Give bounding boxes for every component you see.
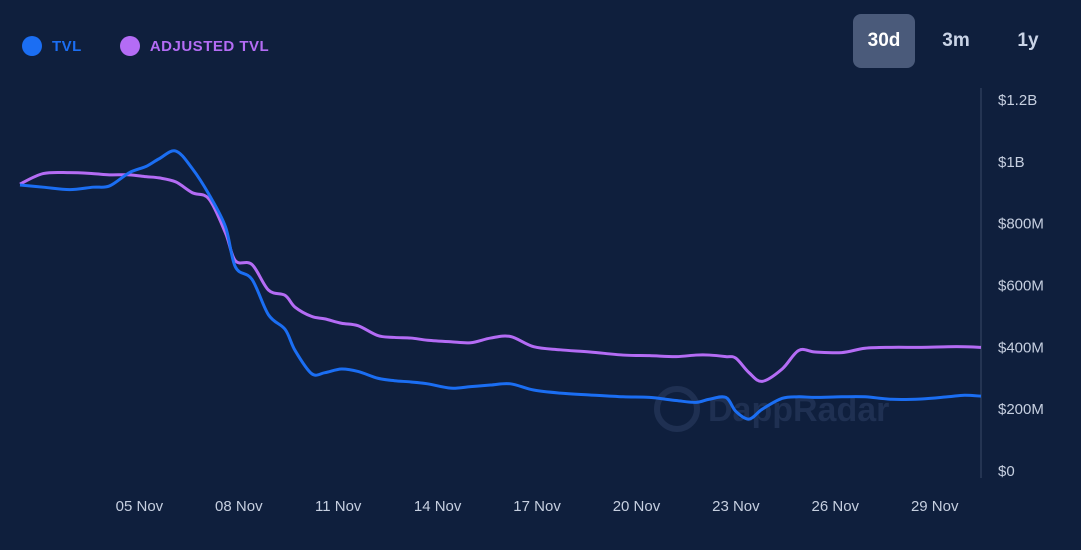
legend-dot-adjusted-tvl xyxy=(119,36,140,56)
x-tick-label: 05 Nov xyxy=(116,498,164,515)
y-tick-label: $0 xyxy=(998,463,1015,480)
legend-dot-tvl xyxy=(22,36,42,56)
x-axis-ticks: 05 Nov 08 Nov 11 Nov 14 Nov 17 Nov 20 Nov 23 N… xyxy=(116,498,959,515)
y-tick-label: $1.2B xyxy=(998,92,1037,109)
y-tick-label: $200M xyxy=(998,401,1044,418)
dappradar-logo-icon xyxy=(654,386,700,432)
legend-label-tvl: TVL xyxy=(52,37,82,55)
time-range-selector: 30d 3m 1y xyxy=(853,14,1059,68)
y-tick-label: $400M xyxy=(998,339,1044,356)
y-tick-label: $800M xyxy=(998,216,1044,233)
legend-item-adjusted-tvl[interactable]: ADJUSTED TVL xyxy=(119,36,270,56)
y-tick-label: $1B xyxy=(998,154,1025,171)
adjusted-tvl-series-line[interactable] xyxy=(19,170,982,383)
range-button-3m[interactable]: 3m xyxy=(942,30,970,51)
chart-legend: TVL ADJUSTED TVL xyxy=(22,36,307,56)
x-tick-label: 26 Nov xyxy=(812,498,860,515)
legend-item-tvl[interactable]: TVL xyxy=(22,36,82,56)
x-tick-label: 11 Nov xyxy=(315,498,362,515)
y-tick-label: $600M xyxy=(998,278,1044,295)
range-button-30d[interactable]: 30d xyxy=(853,14,915,68)
x-tick-label: 14 Nov xyxy=(414,498,462,515)
tvl-series-line[interactable] xyxy=(19,149,982,421)
series-lines xyxy=(19,149,982,421)
x-tick-label: 29 Nov xyxy=(911,498,959,515)
y-axis-ticks: $0 $200M $400M $600M $800M $1B $1.2B xyxy=(998,92,1044,480)
dappradar-watermark: DappRadar xyxy=(654,386,889,432)
x-tick-label: 17 Nov xyxy=(513,498,561,515)
x-tick-label: 08 Nov xyxy=(215,498,263,515)
x-tick-label: 23 Nov xyxy=(712,498,760,515)
legend-label-adjusted-tvl: ADJUSTED TVL xyxy=(149,37,270,55)
x-tick-label: 20 Nov xyxy=(613,498,661,515)
range-button-1y[interactable]: 1y xyxy=(1017,30,1039,51)
